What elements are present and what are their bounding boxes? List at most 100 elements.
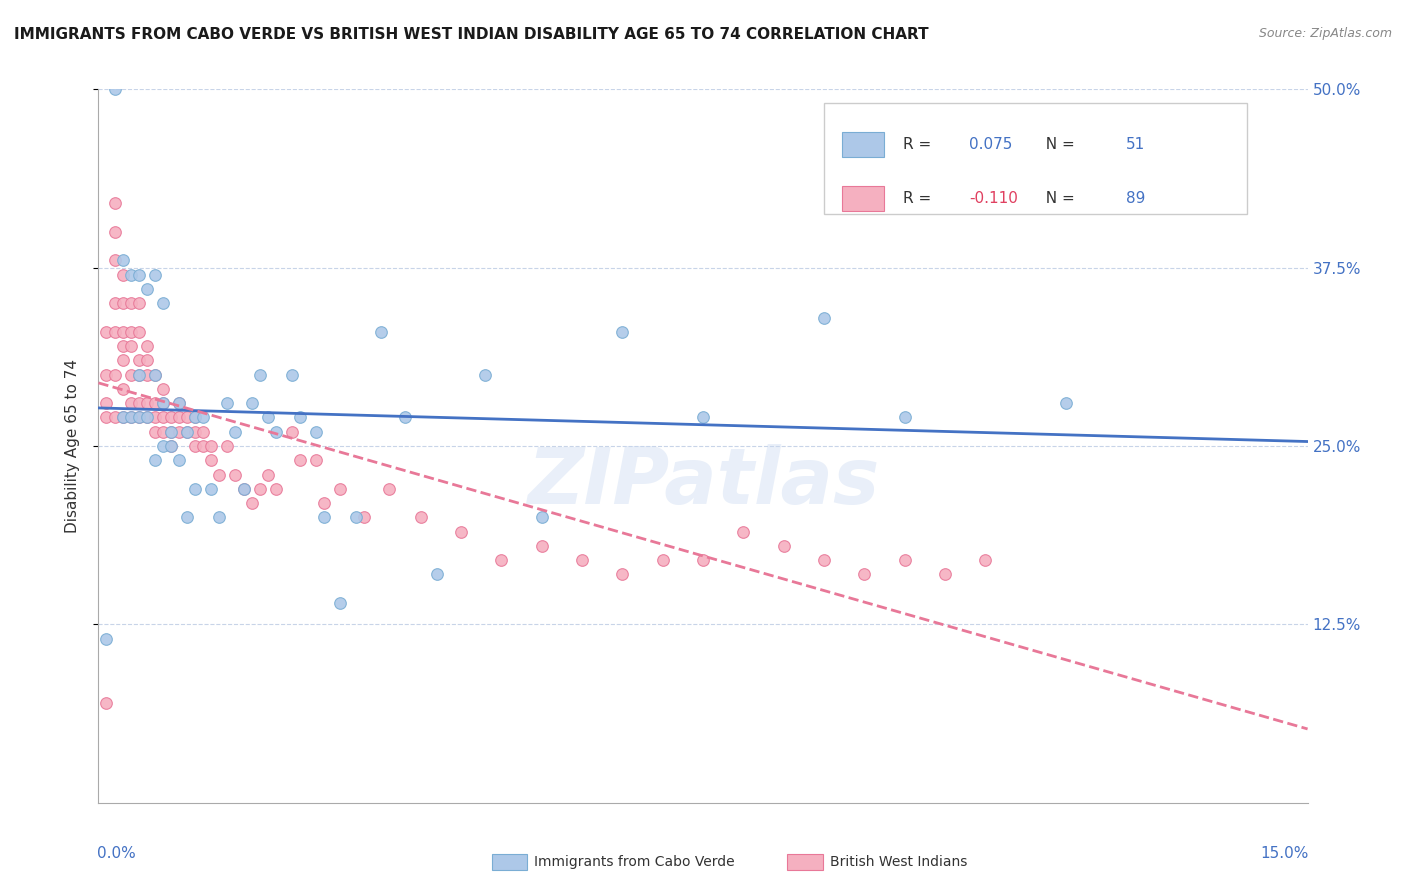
Point	[305, 453, 328, 467]
Point	[893, 410, 915, 425]
Point	[152, 396, 174, 410]
Point	[491, 553, 513, 567]
Point	[893, 553, 915, 567]
Point	[135, 353, 157, 368]
Point	[135, 282, 157, 296]
Point	[103, 296, 125, 310]
Point	[184, 410, 207, 425]
Point	[733, 524, 755, 539]
Point	[128, 296, 150, 310]
Point	[120, 368, 142, 382]
Point	[224, 425, 246, 439]
Y-axis label: Disability Age 65 to 74: Disability Age 65 to 74	[65, 359, 80, 533]
Point	[612, 567, 634, 582]
Point	[120, 410, 142, 425]
Point	[120, 325, 142, 339]
Point	[208, 510, 231, 524]
Point	[160, 425, 183, 439]
Point	[120, 339, 142, 353]
Point	[571, 553, 593, 567]
Point	[200, 453, 222, 467]
Point	[288, 410, 311, 425]
Point	[135, 339, 157, 353]
Point	[143, 368, 166, 382]
Point	[232, 482, 254, 496]
Point	[184, 410, 207, 425]
Point	[96, 632, 118, 646]
Point	[240, 396, 263, 410]
Point	[224, 467, 246, 482]
Point	[143, 368, 166, 382]
Point	[813, 553, 835, 567]
Point	[120, 410, 142, 425]
Point	[314, 496, 336, 510]
Point	[176, 410, 198, 425]
Point	[152, 425, 174, 439]
Point	[111, 353, 134, 368]
Point	[120, 396, 142, 410]
Text: 15.0%: 15.0%	[1260, 846, 1309, 861]
Point	[128, 396, 150, 410]
Point	[96, 368, 118, 382]
Text: Source: ZipAtlas.com: Source: ZipAtlas.com	[1258, 27, 1392, 40]
FancyBboxPatch shape	[824, 103, 1247, 214]
Point	[249, 482, 271, 496]
Point	[184, 425, 207, 439]
Point	[853, 567, 876, 582]
Point	[1054, 396, 1077, 410]
Point	[184, 482, 207, 496]
Bar	[842, 186, 884, 211]
Point	[103, 368, 125, 382]
Text: 51: 51	[1126, 137, 1146, 152]
Point	[200, 482, 222, 496]
Point	[353, 510, 375, 524]
Point	[128, 410, 150, 425]
Point	[193, 425, 215, 439]
Text: IMMIGRANTS FROM CABO VERDE VS BRITISH WEST INDIAN DISABILITY AGE 65 TO 74 CORREL: IMMIGRANTS FROM CABO VERDE VS BRITISH WE…	[14, 27, 929, 42]
Point	[120, 296, 142, 310]
Bar	[842, 132, 884, 157]
Point	[426, 567, 449, 582]
Point	[103, 410, 125, 425]
Point	[111, 339, 134, 353]
Text: 0.0%: 0.0%	[97, 846, 136, 861]
Point	[103, 325, 125, 339]
Point	[152, 382, 174, 396]
Point	[288, 453, 311, 467]
Point	[128, 353, 150, 368]
Point	[329, 596, 352, 610]
Point	[200, 439, 222, 453]
Text: -0.110: -0.110	[969, 191, 1018, 205]
Point	[128, 268, 150, 282]
Point	[135, 410, 157, 425]
Text: Immigrants from Cabo Verde: Immigrants from Cabo Verde	[534, 855, 735, 869]
Point	[160, 425, 183, 439]
Point	[96, 696, 118, 710]
Point	[530, 510, 553, 524]
Point	[692, 410, 714, 425]
Point	[184, 439, 207, 453]
Point	[128, 325, 150, 339]
Point	[974, 553, 997, 567]
Point	[111, 325, 134, 339]
Point	[152, 439, 174, 453]
Point	[143, 453, 166, 467]
Point	[281, 425, 304, 439]
Point	[103, 253, 125, 268]
Point	[344, 510, 367, 524]
Point	[651, 553, 673, 567]
Point	[96, 396, 118, 410]
Point	[167, 453, 190, 467]
Point	[167, 396, 190, 410]
Point	[96, 410, 118, 425]
Point	[474, 368, 496, 382]
Point	[143, 396, 166, 410]
Point	[160, 439, 183, 453]
Point	[135, 368, 157, 382]
Point	[103, 225, 125, 239]
Point	[111, 253, 134, 268]
Point	[111, 382, 134, 396]
Point	[176, 425, 198, 439]
Point	[217, 396, 239, 410]
Point	[152, 296, 174, 310]
